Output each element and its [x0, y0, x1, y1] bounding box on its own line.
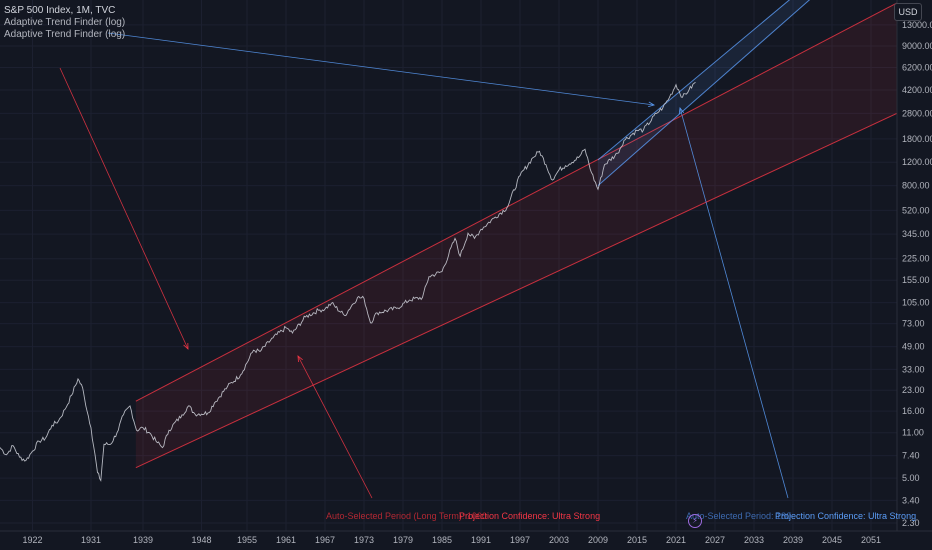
x-tick-label: 2009 [588, 535, 608, 545]
arrow-short-lower-head [678, 107, 685, 115]
x-tick-label: 1939 [133, 535, 153, 545]
long-period-label: Auto-Selected Period (Long Term): 1000 [326, 511, 487, 521]
symbol-title[interactable]: S&P 500 Index, 1M, TVC [4, 5, 116, 16]
arrow-long-lower[interactable] [297, 355, 373, 499]
y-tick-label: 13000.00 [902, 20, 932, 30]
indicator-label-1[interactable]: Adaptive Trend Finder (log) [4, 17, 126, 28]
price-axis[interactable]: 2.30 3.40 5.00 7.40 11.00 16.00 23.00 33.00 49.0… [902, 20, 932, 528]
long-confidence-label: Projection Confidence: Ultra Strong [459, 511, 601, 521]
channel-lower-line[interactable] [135, 112, 898, 469]
currency-button[interactable]: USD [894, 3, 922, 21]
y-tick-label: 11.00 [902, 428, 924, 438]
flash-icon[interactable]: ⚡ [688, 514, 702, 528]
y-tick-label: 3.40 [902, 495, 920, 505]
y-tick-label: 520.00 [902, 205, 930, 215]
y-tick-label: 23.00 [902, 385, 925, 395]
x-tick-label: 1922 [22, 535, 42, 545]
y-tick-label: 105.00 [902, 298, 930, 308]
arrow-long-upper[interactable] [59, 67, 189, 350]
time-axis[interactable]: 1922 1931 1939 1948 1955 1961 1967 1973 1979 1985… [22, 535, 881, 545]
y-tick-label: 2800.00 [902, 108, 932, 118]
arrow-layer [59, 32, 789, 499]
y-tick-label: 2.30 [902, 518, 920, 528]
y-tick-label: 16.00 [902, 406, 925, 416]
x-tick-label: 2027 [705, 535, 725, 545]
arrow-short-upper-head [648, 101, 656, 107]
channel-lower-line[interactable] [597, 0, 813, 186]
x-tick-label: 1931 [81, 535, 101, 545]
price-layer [0, 81, 696, 482]
x-tick-label: 1967 [315, 535, 335, 545]
channel-upper-line[interactable] [597, 0, 813, 161]
y-tick-label: 345.00 [902, 229, 930, 239]
y-tick-label: 155.00 [902, 275, 930, 285]
x-tick-label: 2045 [822, 535, 842, 545]
y-tick-label: 1200.00 [902, 157, 932, 167]
x-tick-label: 1955 [237, 535, 257, 545]
y-tick-label: 33.00 [902, 364, 925, 374]
y-tick-label: 5.00 [902, 473, 920, 483]
y-tick-label: 4200.00 [902, 85, 932, 95]
x-tick-label: 1973 [354, 535, 374, 545]
price-line[interactable] [0, 81, 696, 482]
channel-upper-line[interactable] [135, 2, 898, 402]
x-tick-label: 1979 [393, 535, 413, 545]
x-tick-label: 2015 [627, 535, 647, 545]
arrow-short-upper[interactable] [107, 32, 655, 106]
indicator-label-2[interactable]: Adaptive Trend Finder (log) [4, 29, 126, 40]
x-tick-label: 1997 [510, 535, 530, 545]
arrow-short-lower[interactable] [679, 107, 789, 499]
channel-fill-long [135, 2, 898, 468]
y-tick-label: 1800.00 [902, 134, 932, 144]
y-tick-label: 73.00 [902, 319, 925, 329]
channel-layer [135, 0, 898, 469]
y-tick-label: 6200.00 [902, 63, 932, 73]
y-tick-label: 7.40 [902, 451, 920, 461]
x-tick-label: 2021 [666, 535, 686, 545]
x-tick-label: 1961 [276, 535, 296, 545]
y-tick-label: 800.00 [902, 181, 930, 191]
y-tick-label: 225.00 [902, 254, 930, 264]
short-confidence-label: Projection Confidence: Ultra Strong [775, 511, 917, 521]
x-tick-label: 2051 [861, 535, 881, 545]
short-period-label: Auto-Selected Period: 180 [686, 511, 792, 521]
x-tick-label: 1948 [191, 535, 211, 545]
x-tick-label: 2003 [549, 535, 569, 545]
x-tick-label: 1985 [432, 535, 452, 545]
x-tick-label: 2033 [744, 535, 764, 545]
chart-legend: S&P 500 Index, 1M, TVC Adaptive Trend Fi… [4, 5, 125, 41]
grid-layer [0, 0, 897, 531]
y-tick-label: 49.00 [902, 342, 925, 352]
x-tick-label: 2039 [783, 535, 803, 545]
y-tick-label: 9000.00 [902, 41, 932, 51]
x-tick-label: 1991 [471, 535, 491, 545]
arrow-long-upper-head [183, 342, 189, 350]
arrow-long-lower-head [297, 355, 303, 363]
